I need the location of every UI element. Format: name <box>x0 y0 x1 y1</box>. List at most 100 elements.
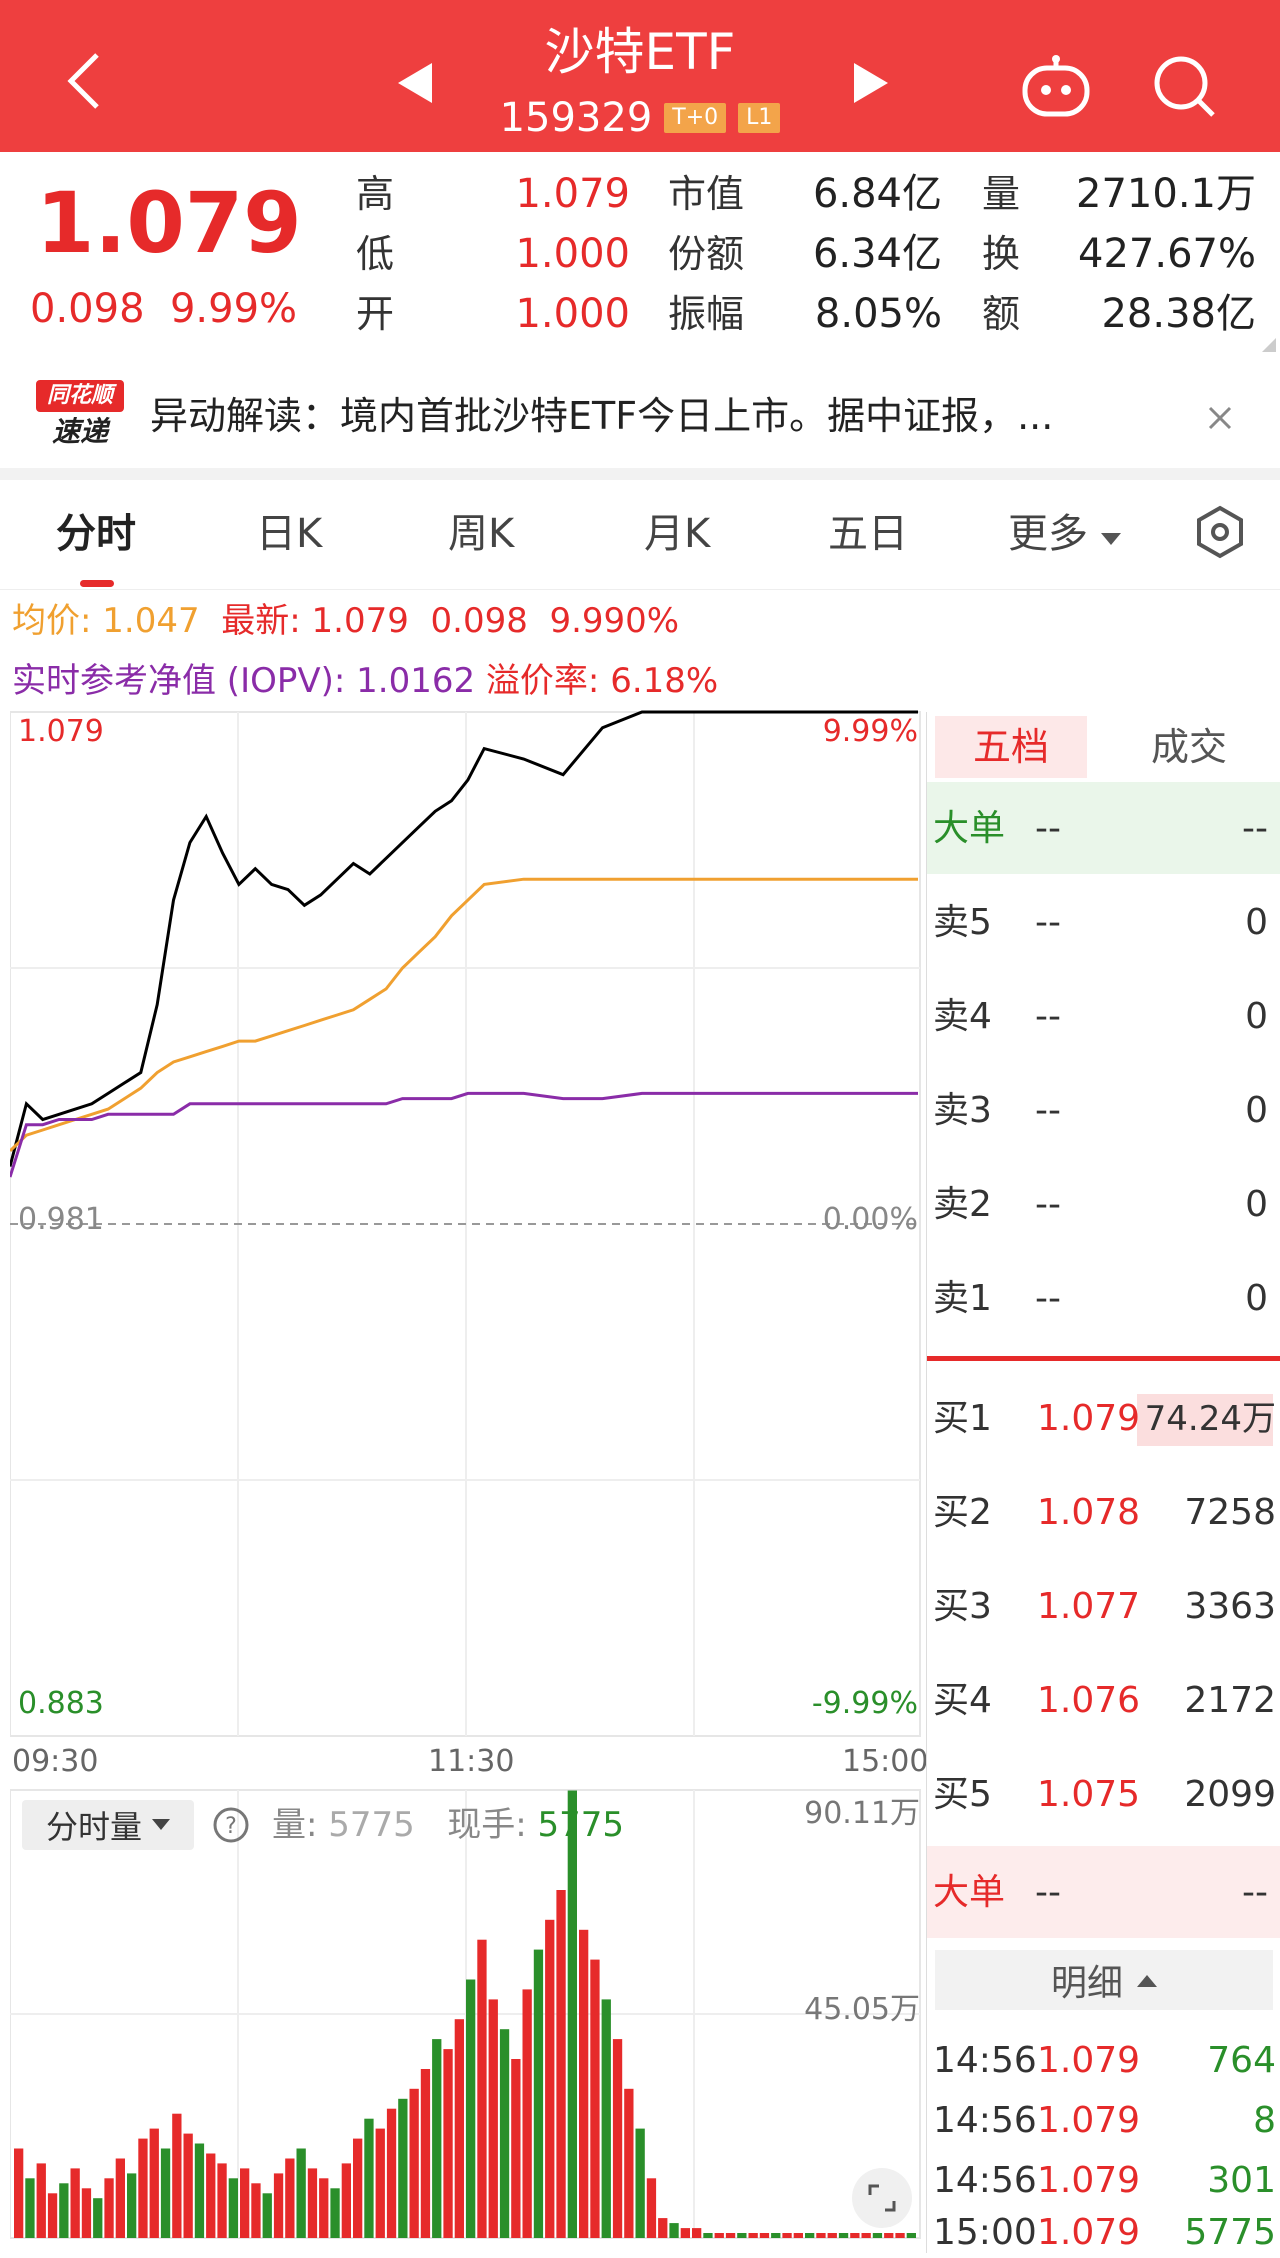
buy4-label: 买4 <box>933 1680 992 1721</box>
volume-bar <box>861 2233 871 2238</box>
iopv-label: 实时参考净值 (IOPV): <box>12 661 346 701</box>
stat-value: 1.000 <box>515 291 630 337</box>
news-logo-top: 同花顺 <box>36 380 124 412</box>
tag-l1: L1 <box>738 103 781 133</box>
volume-bar <box>138 2138 148 2238</box>
volume-bar <box>149 2128 159 2238</box>
volume-bar <box>635 2128 645 2238</box>
volume-bar <box>714 2233 724 2238</box>
sell4-price: -- <box>1035 996 1061 1037</box>
next-stock-button[interactable] <box>848 58 894 108</box>
back-button[interactable] <box>50 46 120 116</box>
hexagon-settings-icon <box>1197 505 1243 559</box>
volume-bar <box>895 2233 905 2238</box>
settings-button[interactable] <box>1190 502 1250 562</box>
volume-bar <box>398 2098 408 2238</box>
stat-label: 换 <box>982 232 1021 276</box>
volume-bar <box>669 2223 679 2238</box>
volume-bar <box>217 2163 227 2238</box>
x-tick-noon: 11:30 <box>428 1744 515 1779</box>
fullscreen-button[interactable] <box>852 2168 912 2228</box>
buy3-price: 1.077 <box>1037 1586 1141 1627</box>
intraday-price-chart[interactable] <box>10 710 922 1740</box>
volume-bar <box>556 1890 566 2238</box>
stat-label: 开 <box>356 292 395 336</box>
vol-tick-top: 90.11万 <box>804 1796 920 1831</box>
active-tab-indicator <box>80 580 114 587</box>
svg-text:?: ? <box>225 1814 237 1839</box>
detail-label: 明细 <box>1050 1963 1123 2004</box>
stat-label: 振幅 <box>668 292 745 336</box>
tab-fenshi[interactable]: 分时 <box>56 511 136 557</box>
volume-bar <box>511 2059 521 2238</box>
avg-value: 1.047 <box>102 601 200 641</box>
volume-bar <box>646 2178 657 2238</box>
section-divider <box>0 468 1280 480</box>
now-value: 5775 <box>537 1805 625 1845</box>
stat-label: 市值 <box>668 172 745 216</box>
tab-five-levels[interactable]: 五档 <box>935 716 1087 778</box>
current-price: 1.079 <box>36 174 302 272</box>
latest-value: 1.079 <box>311 601 409 641</box>
sell2-price: -- <box>1035 1184 1061 1225</box>
close-news-button[interactable] <box>1200 394 1240 442</box>
volume-bar <box>285 2158 295 2238</box>
volume-bar <box>499 2029 510 2238</box>
volume-bar <box>443 2049 453 2238</box>
sell3-qty: 0 <box>1245 1090 1268 1131</box>
volume-bar <box>805 2233 815 2238</box>
stat-label: 低 <box>356 232 395 276</box>
tag-t0: T+0 <box>664 103 727 133</box>
caret-down-icon <box>1100 533 1121 545</box>
volume-bar <box>579 1929 589 2238</box>
volume-type-select[interactable]: 分时量 <box>22 1800 194 1850</box>
big-sell-b: -- <box>1242 808 1268 849</box>
trade4-time: 15:00 <box>933 2212 1037 2253</box>
x-tick-open: 09:30 <box>12 1744 99 1779</box>
expand-icon <box>868 2184 896 2212</box>
volume-bar <box>601 1999 611 2238</box>
change-value: 0.098 <box>30 286 145 332</box>
qty-label: 量: <box>272 1805 318 1845</box>
tab-month-k[interactable]: 月K <box>644 511 711 557</box>
volume-bar <box>409 2088 419 2238</box>
volume-bar <box>353 2138 363 2238</box>
robot-button[interactable] <box>1016 48 1096 124</box>
sell3-price: -- <box>1035 1090 1061 1131</box>
orderbook-divider <box>927 1356 1280 1361</box>
big-sell-row <box>927 782 1280 874</box>
help-button[interactable]: ? <box>212 1806 252 1846</box>
news-banner[interactable]: 同花顺 速递 异动解读：境内首批沙特ETF今日上市。据中证报，... <box>0 368 1280 468</box>
news-logo-bottom: 速递 <box>51 415 108 448</box>
x-tick-close: 15:00 <box>842 1744 929 1779</box>
volume-bar <box>420 2069 431 2238</box>
volume-bar <box>206 2153 216 2238</box>
buy3-label: 买3 <box>933 1586 992 1627</box>
intraday-volume-chart[interactable] <box>10 1786 922 2246</box>
prev-stock-button[interactable] <box>392 58 438 108</box>
volume-bar <box>115 2158 125 2238</box>
volume-bar <box>273 2173 284 2238</box>
tab-five-day[interactable]: 五日 <box>828 511 908 557</box>
volume-bar <box>104 2178 114 2238</box>
volume-bar <box>533 1949 544 2238</box>
volume-bar <box>240 2168 250 2238</box>
volume-info: 量: 5775 现手: 5775 <box>272 1800 624 1850</box>
quote-panel <box>0 152 1280 360</box>
big-sell-label: 大单 <box>933 808 1006 849</box>
volume-bar <box>759 2233 770 2238</box>
triangle-left-icon <box>398 63 432 103</box>
detail-header[interactable]: 明细 <box>935 1950 1273 2010</box>
tab-trades[interactable]: 成交 <box>1150 725 1227 769</box>
volume-bar <box>782 2233 792 2238</box>
buy2-qty: 7258 <box>1184 1492 1276 1533</box>
volume-bar <box>545 1919 555 2238</box>
tab-day-k[interactable]: 日K <box>256 511 323 557</box>
volume-bar <box>725 2233 736 2238</box>
sell1-label: 卖1 <box>933 1278 992 1319</box>
latest-percent: 9.990% <box>549 601 680 641</box>
trade2-qty: 8 <box>1253 2100 1276 2141</box>
tab-week-k[interactable]: 周K <box>448 511 515 557</box>
tab-more[interactable]: 更多 <box>1008 506 1121 562</box>
search-button[interactable] <box>1144 48 1224 124</box>
